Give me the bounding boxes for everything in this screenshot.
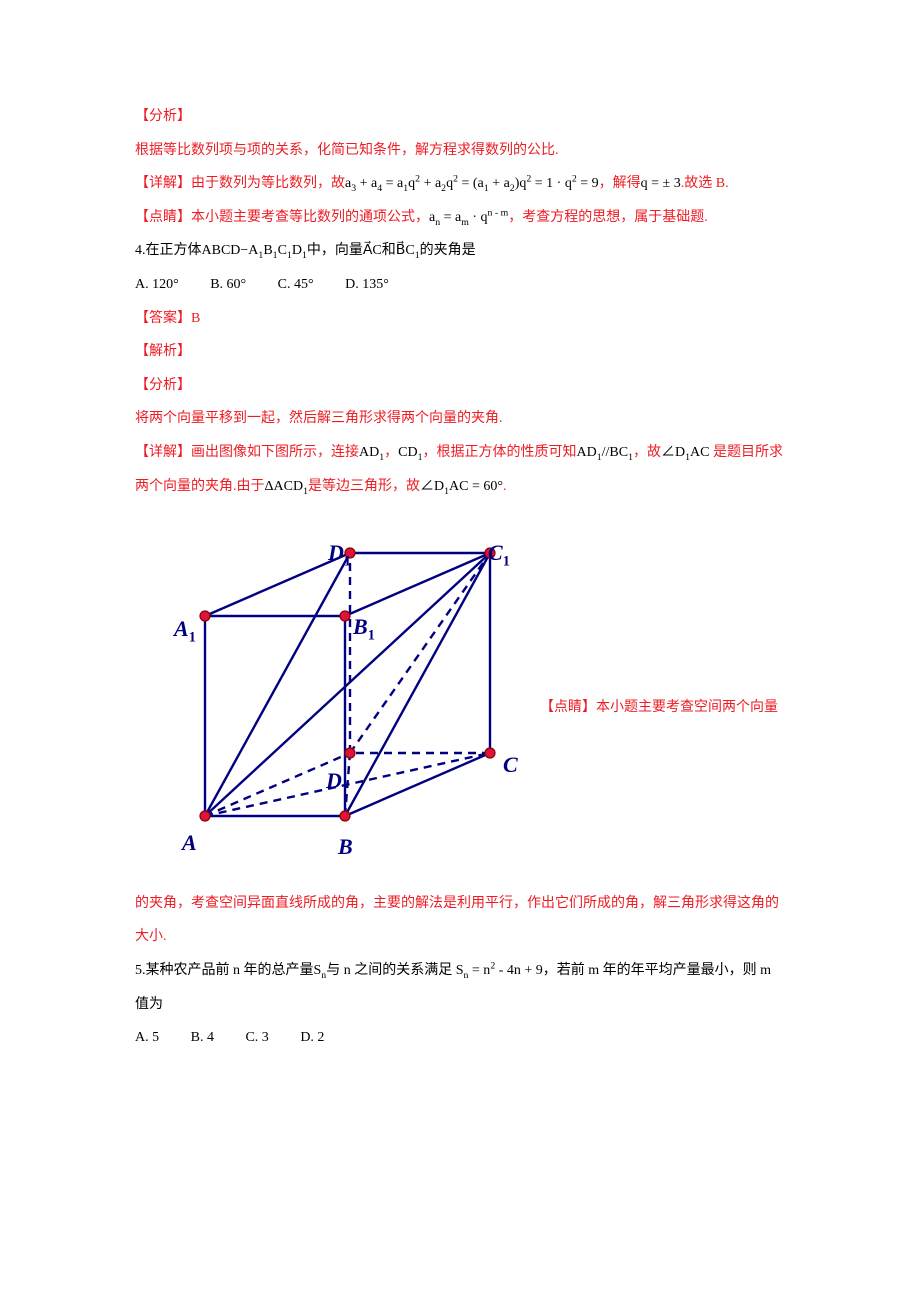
q5-opt-c: C. 3 [245,1030,268,1045]
q4-stem-d: 和 [382,243,396,258]
q5-opt-d: D. 2 [300,1030,324,1045]
tip-label: 【点睛】 [135,210,191,225]
q4-stem: 4.在正方体ABCD−A1B1C1D1中，向量A⃗C和B⃗C1的夹角是 [135,234,785,268]
q4-cube: ABCD−A1B1C1D1 [202,243,307,258]
q4-options: A. 120° B. 60° C. 45° D. 135° [135,268,785,302]
q4-xj6: 是等边三角形，故 [308,479,420,494]
q4-ans-val: B [191,311,200,326]
q4-fenxi: 将两个向量平移到一起，然后解三角形求得两个向量的夹角. [135,402,785,436]
q5-sn: Sn [314,963,327,978]
q4-opt-d: D. 135° [345,277,389,292]
q4-xj2: ， [384,445,398,460]
q4-opt-c: C. 45° [278,277,314,292]
q5-options: A. 5 B. 4 C. 3 D. 2 [135,1021,785,1055]
section-label-analysis: 【分析】 [135,100,785,134]
label-C: C [503,739,518,792]
q4-stem-a: 4.在正方体 [135,243,202,258]
tip-formula: an = am · qn - m [429,210,508,225]
tip-paragraph: 【点睛】本小题主要考查等比数列的通项公式，an = am · qn - m，考查… [135,201,785,235]
q4-xj7: . [503,479,507,494]
q4-xj1: 画出图像如下图所示，连接 [191,445,359,460]
q4-dianjin-inline: 【点睛】本小题主要考查空间两个向量 [540,691,830,725]
detail-t1: 由于数列为等比数列，故 [191,176,345,191]
q4-opt-b: B. 60° [210,277,246,292]
detail-paragraph: 【详解】由于数列为等比数列，故a3 + a4 = a1q2 + a2q2 = (… [135,167,785,201]
detail-t3: .故选 B. [681,176,729,191]
q4-f-cd1: CD1 [398,445,422,460]
tip-t1: 本小题主要考查等比数列的通项公式， [191,210,429,225]
q4-f-tri: ΔACD1 [265,479,308,494]
q4-opt-a: A. 120° [135,277,179,292]
q4-answer: 【答案】B [135,302,785,336]
detail-formula-1: a3 + a4 = a1q2 + a2q2 = (a1 + a2)q2 = 1 … [345,176,599,191]
q5-eq: Sn = n2 - 4n + 9 [456,963,543,978]
q5-opt-b: B. 4 [191,1030,214,1045]
q4-stem-c: 中，向量 [307,243,363,258]
label-A: A [182,817,197,870]
tip-t2: ，考查方程的思想，属于基础题. [508,210,708,225]
q5-opt-a: A. 5 [135,1030,159,1045]
label-D: D [326,755,342,808]
label-B: B [338,821,353,874]
label-B1: B1 [353,601,375,654]
q4-vec1: A⃗C [363,243,382,258]
q4-f-ad1: AD1 [359,445,384,460]
q4-xiangjie: 【详解】画出图像如下图所示，连接AD1，CD1，根据正方体的性质可知AD1//B… [135,436,785,503]
label-D1: D1 [328,527,351,580]
q4-dj-part1: 本小题主要考查空间两个向量 [596,700,778,715]
q4-jiexi: 【解析】 [135,335,785,369]
q4-xj4: ，故 [633,445,661,460]
q5-stem: 5.某种农产品前 n 年的总产量Sn与 n 之间的关系满足 Sn = n2 - … [135,954,785,1021]
detail-formula-2: q = ± 3 [641,176,681,191]
q5-stem-b: 与 n 之间的关系满足 [326,963,456,978]
q4-xj-label: 【详解】 [135,445,191,460]
label-A1: A1 [174,603,196,656]
q4-fenxi-label: 【分析】 [135,369,785,403]
q4-ans-label: 【答案】 [135,311,191,326]
q5-stem-a: 5.某种农产品前 n 年的总产量 [135,963,314,978]
q4-stem-e: 的夹角是 [420,243,476,258]
q4-f-ang: ∠D1AC [661,445,709,460]
q4-dj-label: 【点睛】 [540,700,596,715]
q4-vec2: B⃗C1 [396,243,420,258]
detail-t2: ，解得 [599,176,641,191]
label-C1: C1 [488,527,510,580]
q4-xj3: ，根据正方体的性质可知 [423,445,577,460]
analysis-text: 根据等比数列项与项的关系，化简已知条件，解方程求得数列的公比. [135,134,785,168]
detail-label: 【详解】 [135,176,191,191]
q4-f-res: ∠D1AC = 60° [420,479,503,494]
cube-figure: A1 B1 C1 D1 A B C D 【点睛】本小题主要考查空间两个向量 [170,521,785,865]
q4-f-par: AD1//BC1 [577,445,634,460]
q4-dianjin-cont: 的夹角，考查空间异面直线所成的角，主要的解法是利用平行，作出它们所成的角，解三角… [135,887,785,954]
